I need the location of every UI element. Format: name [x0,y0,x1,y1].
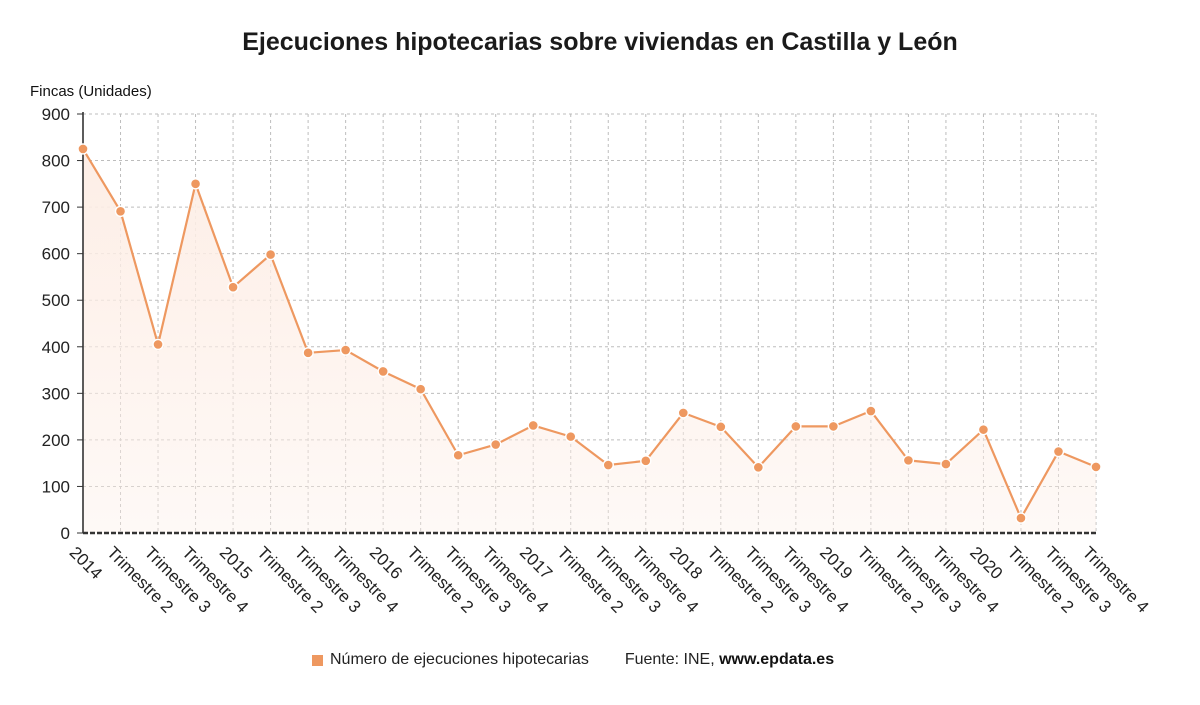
data-point [1015,512,1027,524]
data-point [677,407,689,419]
source-site-link[interactable]: www.epdata.es [719,651,835,668]
y-tick-label: 300 [42,384,70,403]
y-tick-label: 0 [61,524,70,543]
y-tick-label: 200 [42,431,70,450]
y-tick-label: 700 [42,198,70,217]
data-point [940,458,952,470]
y-tick-label: 600 [42,245,70,264]
data-point [865,405,877,417]
x-tick-label: 2014 [66,543,106,583]
data-point [790,420,802,433]
y-tick-label: 400 [42,338,70,357]
legend: Número de ejecuciones hipotecarias Fuent… [312,651,834,669]
y-tick-label: 800 [42,152,70,171]
data-point [77,143,89,155]
y-tick-label: 900 [42,105,70,124]
data-point [1052,445,1065,458]
y-axis-label: Fincas (Unidades) [30,83,152,100]
data-point [640,455,652,467]
data-point [377,365,389,378]
chart-title: Ejecuciones hipotecarias sobre viviendas… [242,28,958,56]
data-point [114,205,127,218]
data-point [602,459,614,471]
data-point [227,281,239,293]
y-tick-label: 100 [42,477,70,496]
data-point [302,347,314,359]
data-point [452,449,464,461]
y-tick-label: 500 [42,291,70,310]
data-point [490,438,502,451]
data-point [902,454,915,467]
data-point [189,178,202,190]
data-point [565,430,577,443]
data-point [715,421,727,433]
data-point [527,419,539,432]
data-point [1090,461,1102,473]
legend-label: Número de ejecuciones hipotecarias [330,651,589,668]
data-point [752,461,765,474]
series-area [83,148,1096,533]
source-note: Fuente: INE, www.epdata.es [625,651,834,669]
data-point [827,420,840,433]
data-point [977,423,990,436]
data-point [264,248,277,261]
data-point [152,338,164,351]
data-point [414,383,427,395]
data-point [339,344,352,356]
series-line [82,148,1097,520]
legend-swatch [312,654,323,666]
source-prefix: Fuente: INE, [624,651,715,668]
